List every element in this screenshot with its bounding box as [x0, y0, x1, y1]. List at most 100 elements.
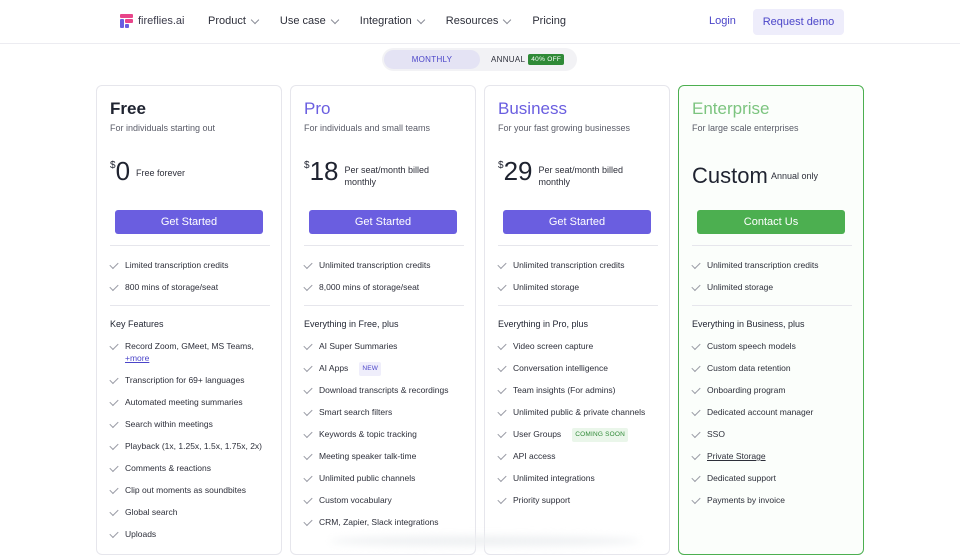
chevron-down-icon [330, 15, 340, 24]
price-amount: Custom [692, 163, 768, 188]
check-icon [109, 374, 119, 385]
get-started-button[interactable]: Get Started [309, 210, 457, 234]
check-icon [109, 281, 119, 292]
nav-pricing[interactable]: Pricing [532, 15, 566, 27]
discount-badge: 40% OFF [528, 54, 565, 65]
feature-item: AI Super Summaries [303, 340, 397, 352]
nav-product[interactable]: Product [208, 15, 260, 27]
feature-item: SSO [691, 428, 725, 440]
check-icon [691, 494, 701, 505]
divider [498, 305, 658, 306]
more-link[interactable]: +more [125, 353, 150, 363]
feature-item: AI Apps NEW [303, 362, 382, 376]
contact-us-button[interactable]: Contact Us [697, 210, 845, 234]
price-note: Annual only [771, 171, 819, 181]
check-icon [303, 472, 313, 483]
check-icon [691, 428, 701, 439]
nav-resources[interactable]: Resources [446, 15, 512, 27]
check-icon [303, 259, 313, 270]
plan-card-free: Free For individuals starting out $ 0 Fr… [96, 85, 282, 555]
plan-subtitle: For large scale enterprises [692, 123, 799, 133]
check-icon [691, 281, 701, 292]
nav-use-case[interactable]: Use case [280, 15, 340, 27]
billing-monthly-option[interactable]: MONTHLY [384, 50, 480, 69]
feature-item: Meeting speaker talk-time [303, 450, 416, 462]
get-started-button[interactable]: Get Started [115, 210, 263, 234]
price-amount: 0 [115, 156, 131, 186]
check-icon [691, 384, 701, 395]
feature-item: Clip out moments as soundbites [109, 484, 246, 496]
feature-item: Record Zoom, GMeet, MS Teams, +more [109, 340, 254, 364]
feature-item: Download transcripts & recordings [303, 384, 448, 396]
fireflies-logo-icon [120, 14, 133, 28]
plan-price: $ 29 Per seat/month billed monthly [498, 158, 638, 188]
section-title: Everything in Business, plus [692, 319, 805, 329]
price-note: Per seat/month billed monthly [538, 165, 624, 187]
feature-item: Uploads [109, 528, 156, 540]
login-link[interactable]: Login [709, 15, 736, 27]
check-icon [109, 340, 119, 351]
feature-item: API access [497, 450, 556, 462]
price-amount: 18 [309, 156, 339, 186]
feature-item: Unlimited integrations [497, 472, 595, 484]
billing-toggle[interactable]: MONTHLY ANNUAL 40% OFF [382, 48, 577, 71]
feature-item: Global search [109, 506, 177, 518]
nav-integration[interactable]: Integration [360, 15, 426, 27]
plan-name: Free [110, 99, 146, 118]
check-icon [497, 450, 507, 461]
check-icon [497, 340, 507, 351]
limit-item: 800 mins of storage/seat [109, 281, 218, 293]
check-icon [303, 406, 313, 417]
feature-item: Comments & reactions [109, 462, 211, 474]
plan-name: Pro [304, 99, 331, 118]
limit-item: Unlimited transcription credits [497, 259, 624, 271]
brand-logo[interactable]: fireflies.ai [120, 14, 184, 28]
check-icon [497, 384, 507, 395]
section-title: Everything in Pro, plus [498, 319, 589, 329]
plan-name: Enterprise [692, 99, 770, 118]
feature-item: Keywords & topic tracking [303, 428, 417, 440]
plan-name: Business [498, 99, 567, 118]
check-icon [303, 340, 313, 351]
limit-item: Unlimited storage [497, 281, 579, 293]
request-demo-button[interactable]: Request demo [753, 9, 844, 35]
bottom-shadow [330, 536, 640, 546]
billing-annual-option[interactable]: ANNUAL 40% OFF [491, 54, 565, 65]
feature-item: Private Storage [691, 450, 766, 462]
price-note: Free forever [136, 168, 186, 178]
chevron-down-icon [416, 15, 426, 24]
plan-subtitle: For your fast growing businesses [498, 123, 631, 133]
check-icon [691, 362, 701, 373]
plan-card-enterprise: Enterprise For large scale enterprises C… [678, 85, 864, 555]
check-icon [303, 384, 313, 395]
feature-item: Payments by invoice [691, 494, 785, 506]
coming-soon-badge: COMING SOON [572, 428, 629, 442]
check-icon [109, 440, 119, 451]
check-icon [303, 281, 313, 292]
check-icon [303, 450, 313, 461]
check-icon [303, 428, 313, 439]
check-icon [109, 506, 119, 517]
section-title: Everything in Free, plus [304, 319, 399, 329]
check-icon [497, 259, 507, 270]
private-storage-link[interactable]: Private Storage [707, 451, 766, 461]
currency-symbol: $ [498, 160, 504, 171]
limit-item: Unlimited transcription credits [691, 259, 818, 271]
feature-item: Custom data retention [691, 362, 791, 374]
plan-card-pro: Pro For individuals and small teams $ 18… [290, 85, 476, 555]
get-started-button[interactable]: Get Started [503, 210, 651, 234]
limit-item: 8,000 mins of storage/seat [303, 281, 419, 293]
check-icon [303, 516, 313, 527]
check-icon [109, 259, 119, 270]
feature-item: Team insights (For admins) [497, 384, 616, 396]
check-icon [109, 396, 119, 407]
chevron-down-icon [503, 15, 512, 24]
check-icon [691, 340, 701, 351]
feature-item: Playback (1x, 1.25x, 1.5x, 1.75x, 2x) [109, 440, 262, 452]
top-navbar: fireflies.ai Product Use case Integratio… [0, 0, 960, 44]
feature-item: Custom vocabulary [303, 494, 392, 506]
feature-item: User Groups COMING SOON [497, 428, 629, 442]
check-icon [497, 472, 507, 483]
check-icon [497, 494, 507, 505]
feature-item: Dedicated account manager [691, 406, 813, 418]
